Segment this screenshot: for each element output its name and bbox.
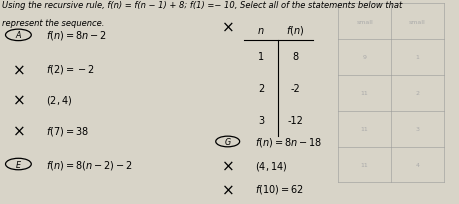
Text: 11: 11 [360,162,368,167]
Text: $\mathregular{\times}$: $\mathregular{\times}$ [12,62,25,77]
Text: 3: 3 [257,115,263,125]
Text: E: E [16,160,21,169]
Text: 4: 4 [414,162,419,167]
Text: $\mathregular{\times}$: $\mathregular{\times}$ [221,19,234,34]
Text: $\mathregular{\times}$: $\mathregular{\times}$ [221,158,234,173]
Text: $f(n)$: $f(n)$ [286,24,304,37]
Text: small: small [408,19,425,24]
Text: 3: 3 [414,126,419,132]
Text: $f(n) = 8n − 18$: $f(n) = 8n − 18$ [255,135,322,148]
Text: -2: -2 [290,83,300,93]
Text: $\mathregular{\times}$: $\mathregular{\times}$ [12,123,25,138]
Text: $f(7) = 38$: $f(7) = 38$ [46,124,89,137]
Text: $(2, 4)$: $(2, 4)$ [46,93,72,106]
Text: -12: -12 [287,115,303,125]
Text: $f(2) = −2$: $f(2) = −2$ [46,63,94,76]
Text: $(4, 14)$: $(4, 14)$ [255,159,287,172]
Text: G: G [224,137,230,146]
Text: 2: 2 [257,83,263,93]
Text: A: A [16,31,21,40]
Text: Using the recursive rule, f(n) = f(n − 1) + 8; f(1) =− 10, Select all of the sta: Using the recursive rule, f(n) = f(n − 1… [2,1,402,10]
Text: small: small [355,19,372,24]
Text: represent the sequence.: represent the sequence. [2,19,105,28]
Text: 9: 9 [362,55,366,60]
Text: 2: 2 [414,91,419,96]
Text: $n$: $n$ [257,26,264,35]
Text: 11: 11 [360,126,368,132]
Text: 1: 1 [257,52,263,62]
Text: $f(10) = 62$: $f(10) = 62$ [255,182,303,195]
Text: 8: 8 [292,52,298,62]
Text: $f(n) = 8n − 2$: $f(n) = 8n − 2$ [46,29,106,42]
Text: 1: 1 [414,55,419,60]
Text: $\mathregular{\times}$: $\mathregular{\times}$ [221,181,234,196]
Text: 11: 11 [360,91,368,96]
Text: $f(n) = 8(n − 2) − 2$: $f(n) = 8(n − 2) − 2$ [46,158,132,171]
Text: $\mathregular{\times}$: $\mathregular{\times}$ [12,92,25,108]
